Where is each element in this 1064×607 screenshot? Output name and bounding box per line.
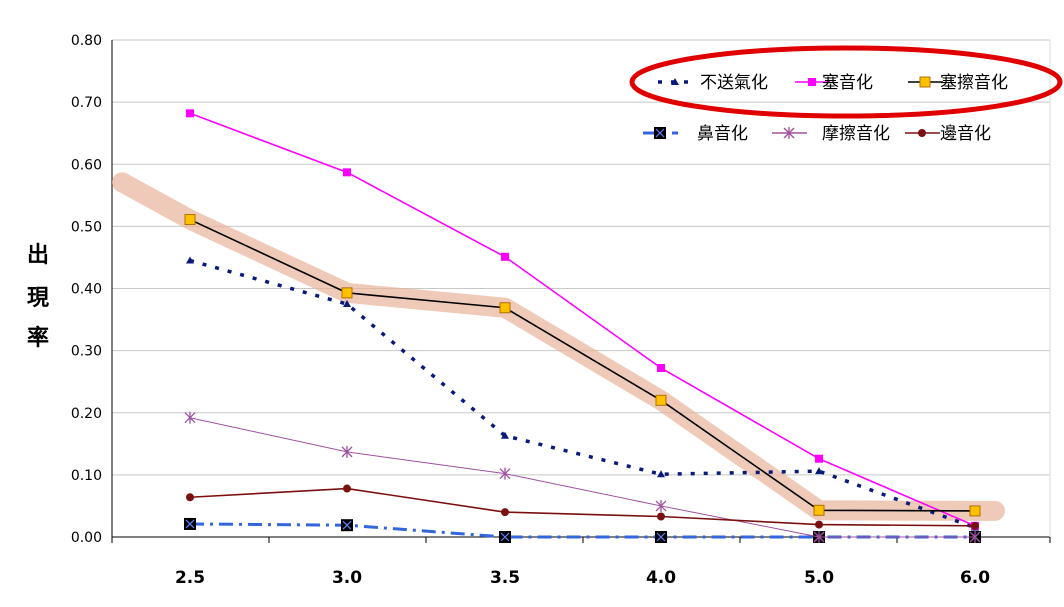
y-axis-label-char: 出	[27, 243, 49, 268]
x-tick-label: 3.0	[332, 568, 362, 588]
marker-x	[342, 520, 352, 530]
marker-circle	[918, 129, 926, 137]
marker-square	[343, 168, 351, 177]
legend-label: 邊音化	[940, 124, 991, 144]
legend-item: 邊音化	[905, 124, 991, 144]
marker-square	[341, 287, 353, 299]
y-axis-label-char: 率	[27, 325, 49, 351]
legend-highlight-ellipse	[629, 45, 1063, 119]
marker-circle	[501, 508, 509, 517]
marker-square	[501, 252, 509, 261]
series-line	[189, 417, 975, 538]
x-tick-label: 6.0	[960, 568, 990, 588]
x-tick-label: 3.5	[490, 568, 520, 588]
marker-square	[655, 394, 667, 406]
marker-triangle	[501, 431, 509, 439]
marker-square	[969, 505, 981, 517]
legend-item: 不送氣化	[658, 73, 768, 93]
marker-triangle	[657, 470, 665, 478]
gridlines	[112, 39, 1050, 538]
legend-label: 不送氣化	[700, 73, 768, 93]
series-4	[184, 411, 981, 543]
marker-circle	[657, 512, 665, 521]
x-tick-label: 2.5	[175, 568, 205, 588]
series-line	[189, 218, 976, 512]
legend-label: 塞擦音化	[940, 73, 1008, 93]
y-tick-label: 0.00	[71, 530, 102, 546]
marker-circle	[343, 484, 351, 493]
legend-label: 鼻音化	[697, 124, 748, 144]
marker-x	[655, 128, 665, 138]
y-tick-label: 0.40	[71, 282, 102, 298]
y-tick-label: 0.30	[71, 344, 102, 360]
marker-square	[657, 364, 665, 373]
y-tick-label: 0.10	[71, 468, 102, 484]
series-line	[189, 487, 976, 527]
marker-triangle	[671, 78, 679, 85]
marker-square	[808, 78, 816, 86]
highlight-band	[112, 172, 1005, 521]
marker-triangle	[343, 300, 351, 308]
series-2	[184, 214, 981, 517]
x-tick-label: 5.0	[804, 568, 834, 588]
marker-x	[500, 532, 510, 542]
y-tick-label: 0.60	[71, 157, 102, 173]
y-axis-label-char: 現	[27, 286, 49, 311]
x-tick-label: 4.0	[646, 568, 676, 588]
marker-square	[499, 302, 511, 314]
marker-circle	[186, 493, 194, 502]
marker-circle	[971, 521, 979, 530]
marker-circle	[815, 520, 823, 529]
marker-square	[813, 504, 825, 516]
legend-item: 鼻音化	[643, 124, 748, 144]
series-line	[189, 522, 975, 539]
marker-square	[184, 214, 196, 226]
y-tick-label: 0.80	[71, 33, 102, 49]
marker-triangle	[815, 467, 823, 475]
legend-item: 塞擦音化	[908, 73, 1008, 93]
marker-x	[656, 532, 666, 542]
marker-square	[815, 454, 823, 463]
marker-square	[186, 109, 194, 118]
series-5	[186, 484, 979, 530]
legend-item: 塞音化	[795, 73, 873, 93]
marker-x	[185, 519, 195, 529]
legend-label: 摩擦音化	[822, 124, 890, 144]
legend-item: 摩擦音化	[772, 124, 890, 144]
marker-triangle	[186, 256, 194, 264]
series-line	[189, 258, 976, 530]
series-1	[186, 109, 979, 530]
series-line	[189, 112, 976, 527]
legend-label: 塞音化	[822, 73, 873, 93]
y-tick-label: 0.70	[71, 95, 102, 111]
y-tick-label: 0.50	[71, 219, 102, 235]
y-tick-label: 0.20	[71, 406, 102, 422]
marker-square	[919, 76, 931, 88]
